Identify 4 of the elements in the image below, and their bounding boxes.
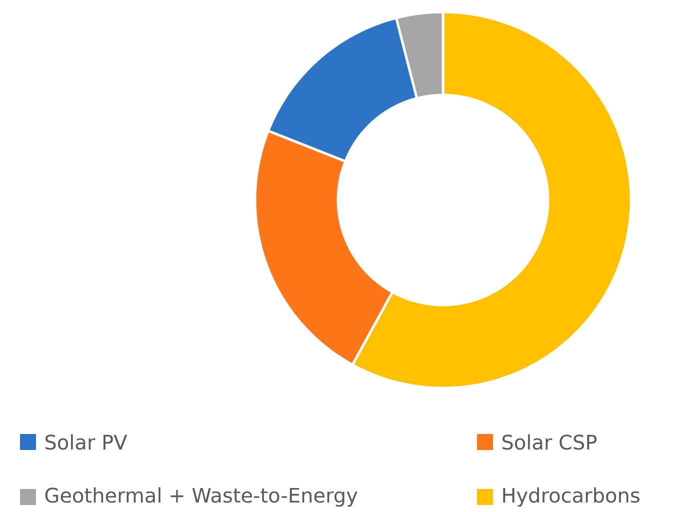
legend-label: Solar PV	[46, 434, 128, 450]
legend-label: Hydrocarbons	[503, 487, 640, 507]
legend-label: Solar CSP	[502, 434, 597, 450]
legend-label: Geothermal + Waste-to-Energy	[45, 487, 358, 507]
